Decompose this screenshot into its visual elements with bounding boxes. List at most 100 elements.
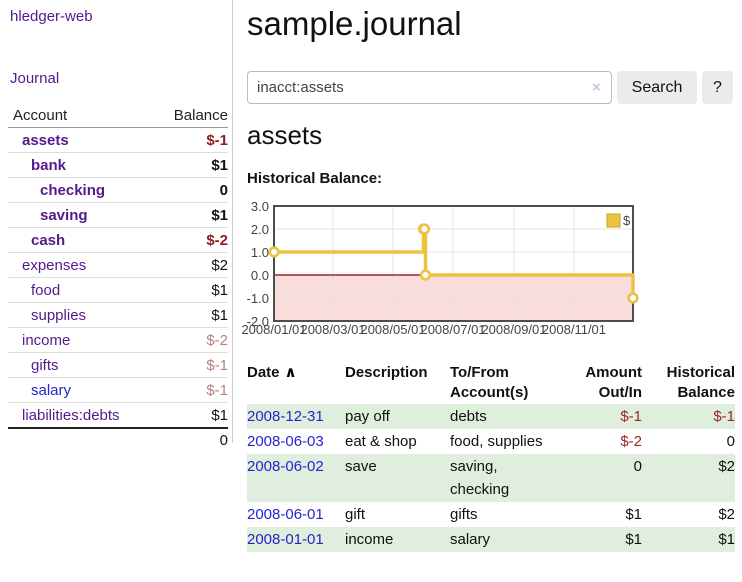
register-date-cell: 2008-06-03 — [247, 429, 345, 454]
account-balance-cell: $1 — [156, 302, 228, 328]
register-amount-cell: $-1 — [620, 408, 642, 425]
y-tick-label: -1.0 — [247, 291, 269, 306]
y-tick-label: -2.0 — [247, 314, 269, 329]
register-date-cell: 2008-01-01 — [247, 527, 345, 552]
account-row: gifts $-1 — [8, 352, 228, 378]
register-row: 2008-12-31 pay off debts $-1 $-1 — [247, 404, 735, 429]
register-balance-cell: $2 — [718, 506, 735, 523]
x-tick-label: 2008/05/01 — [360, 322, 425, 337]
register-description-cell: save — [345, 458, 377, 475]
register-accounts-cell: food, supplies — [450, 433, 543, 450]
register-row: 2008-01-01 income salary $1 $1 — [247, 527, 735, 552]
register-date-cell: 2008-06-01 — [247, 502, 345, 527]
balance-chart: 3.0 2.0 1.0 0.0 -1.0 -2.02008/01/012008/03/01… — [241, 199, 639, 337]
register-description-cell: income — [345, 531, 394, 548]
sidebar-account-link-assets[interactable]: assets — [22, 131, 69, 149]
account-name-cell: income — [8, 327, 157, 353]
x-tick-label: 2008/11/01 — [542, 322, 606, 337]
legend-label: $ — [623, 213, 631, 228]
account-row: salary $-1 — [8, 377, 228, 403]
account-name-cell: liabilities:debts — [8, 403, 156, 429]
register-row: 2008-06-02 save saving, checking 0 $2 — [247, 454, 735, 502]
register-row: 2008-06-03 eat & shop food, supplies $-2 0 — [247, 429, 735, 454]
account-name-cell: bank — [8, 152, 157, 178]
register-date-cell: 2008-06-02 — [247, 454, 345, 502]
register-description-cell: eat & shop — [345, 433, 417, 450]
clear-search-icon[interactable]: × — [592, 79, 601, 96]
accounts-total-spacer — [8, 427, 157, 451]
sidebar-account-link-cash[interactable]: cash — [31, 231, 66, 249]
register-header-date[interactable]: Date ∧ — [247, 364, 297, 381]
account-row: income $-2 — [8, 327, 228, 353]
register-balance-cell: $-1 — [713, 408, 735, 425]
register-table: Date ∧ Description To/From Account(s) Amo… — [247, 362, 735, 552]
account-balance-cell: $-1 — [156, 352, 228, 378]
transaction-date-link[interactable]: 2008-06-03 — [247, 433, 324, 450]
account-balance-cell: 0 — [156, 177, 228, 203]
sidebar-account-link-checking[interactable]: checking — [40, 181, 106, 199]
account-name-cell: supplies — [8, 302, 157, 328]
sidebar-account-link-bank[interactable]: bank — [31, 156, 67, 174]
register-amount-cell: $1 — [625, 531, 642, 548]
sidebar-account-link-food[interactable]: food — [31, 281, 61, 299]
data-point-marker — [627, 292, 639, 304]
register-header-amount: Amount Out/In — [585, 364, 642, 401]
sidebar-item-journal[interactable]: Journal — [10, 70, 60, 87]
sidebar-account-link-expenses[interactable]: expenses — [22, 256, 87, 274]
account-row: checking 0 — [8, 177, 228, 203]
account-row: cash $-2 — [8, 227, 228, 253]
register-accounts-cell: saving, checking — [450, 458, 510, 498]
x-tick-label: 2008/07/01 — [420, 322, 485, 337]
sidebar-account-link-saving[interactable]: saving — [40, 206, 88, 224]
search-button[interactable]: Search — [617, 71, 697, 104]
accounts-header-account: Account — [8, 104, 157, 128]
y-tick-label: 2.0 — [251, 222, 269, 237]
y-tick-label: 0.0 — [251, 268, 269, 283]
accounts-total-value: 0 — [156, 427, 228, 451]
transaction-date-link[interactable]: 2008-12-31 — [247, 408, 324, 425]
plot-border — [273, 205, 634, 322]
register-row: 2008-06-01 gift gifts $1 $2 — [247, 502, 735, 527]
register-description-cell: gift — [345, 506, 366, 523]
register-amount-cell: 0 — [633, 458, 642, 475]
page-title: sample.journal — [247, 5, 462, 42]
register-amount-cell: $1 — [625, 506, 642, 523]
register-header-accounts: To/From Account(s) — [450, 364, 529, 401]
sidebar-account-link-salary[interactable]: salary — [31, 381, 72, 399]
transaction-date-link[interactable]: 2008-01-01 — [247, 531, 324, 548]
account-name-cell: salary — [8, 377, 157, 403]
accounts-header-balance: Balance — [156, 104, 228, 128]
account-name-cell: food — [8, 277, 157, 303]
brand-link[interactable]: hledger-web — [10, 8, 93, 25]
data-point-marker — [418, 223, 431, 235]
register-balance-cell: $2 — [718, 458, 735, 475]
data-point-marker — [419, 269, 432, 281]
account-row: assets $-1 — [8, 127, 228, 153]
account-heading: assets — [247, 120, 323, 150]
account-row: supplies $1 — [8, 302, 228, 328]
account-balance-cell: $2 — [156, 252, 228, 278]
sidebar-account-link-supplies[interactable]: supplies — [31, 306, 87, 324]
register-header-balance: Historical Balance — [666, 364, 735, 401]
help-button[interactable]: ? — [702, 71, 733, 104]
search-input[interactable] — [247, 71, 612, 104]
sort-ascending-icon: ∧ — [284, 364, 297, 381]
register-balance-cell: $1 — [718, 531, 735, 548]
sidebar-account-link-liabilities-debts[interactable]: liabilities:debts — [22, 406, 120, 424]
account-name-cell: assets — [8, 127, 157, 153]
register-balance-cell: 0 — [726, 433, 735, 450]
sidebar-divider — [232, 0, 233, 443]
sidebar-account-link-income[interactable]: income — [22, 331, 71, 349]
register-accounts-cell: debts — [450, 408, 487, 425]
account-name-cell: cash — [8, 227, 157, 253]
account-balance-cell: $-2 — [156, 327, 228, 353]
transaction-date-link[interactable]: 2008-06-02 — [247, 458, 324, 475]
sidebar-account-link-gifts[interactable]: gifts — [31, 356, 59, 374]
transaction-date-link[interactable]: 2008-06-01 — [247, 506, 324, 523]
register-description-cell: pay off — [345, 408, 390, 425]
account-name-cell: checking — [8, 177, 157, 203]
account-balance-cell: $1 — [156, 277, 228, 303]
account-row: liabilities:debts $1 — [8, 403, 228, 429]
register-accounts-cell: salary — [450, 531, 491, 548]
register-accounts-cell: gifts — [450, 506, 478, 523]
